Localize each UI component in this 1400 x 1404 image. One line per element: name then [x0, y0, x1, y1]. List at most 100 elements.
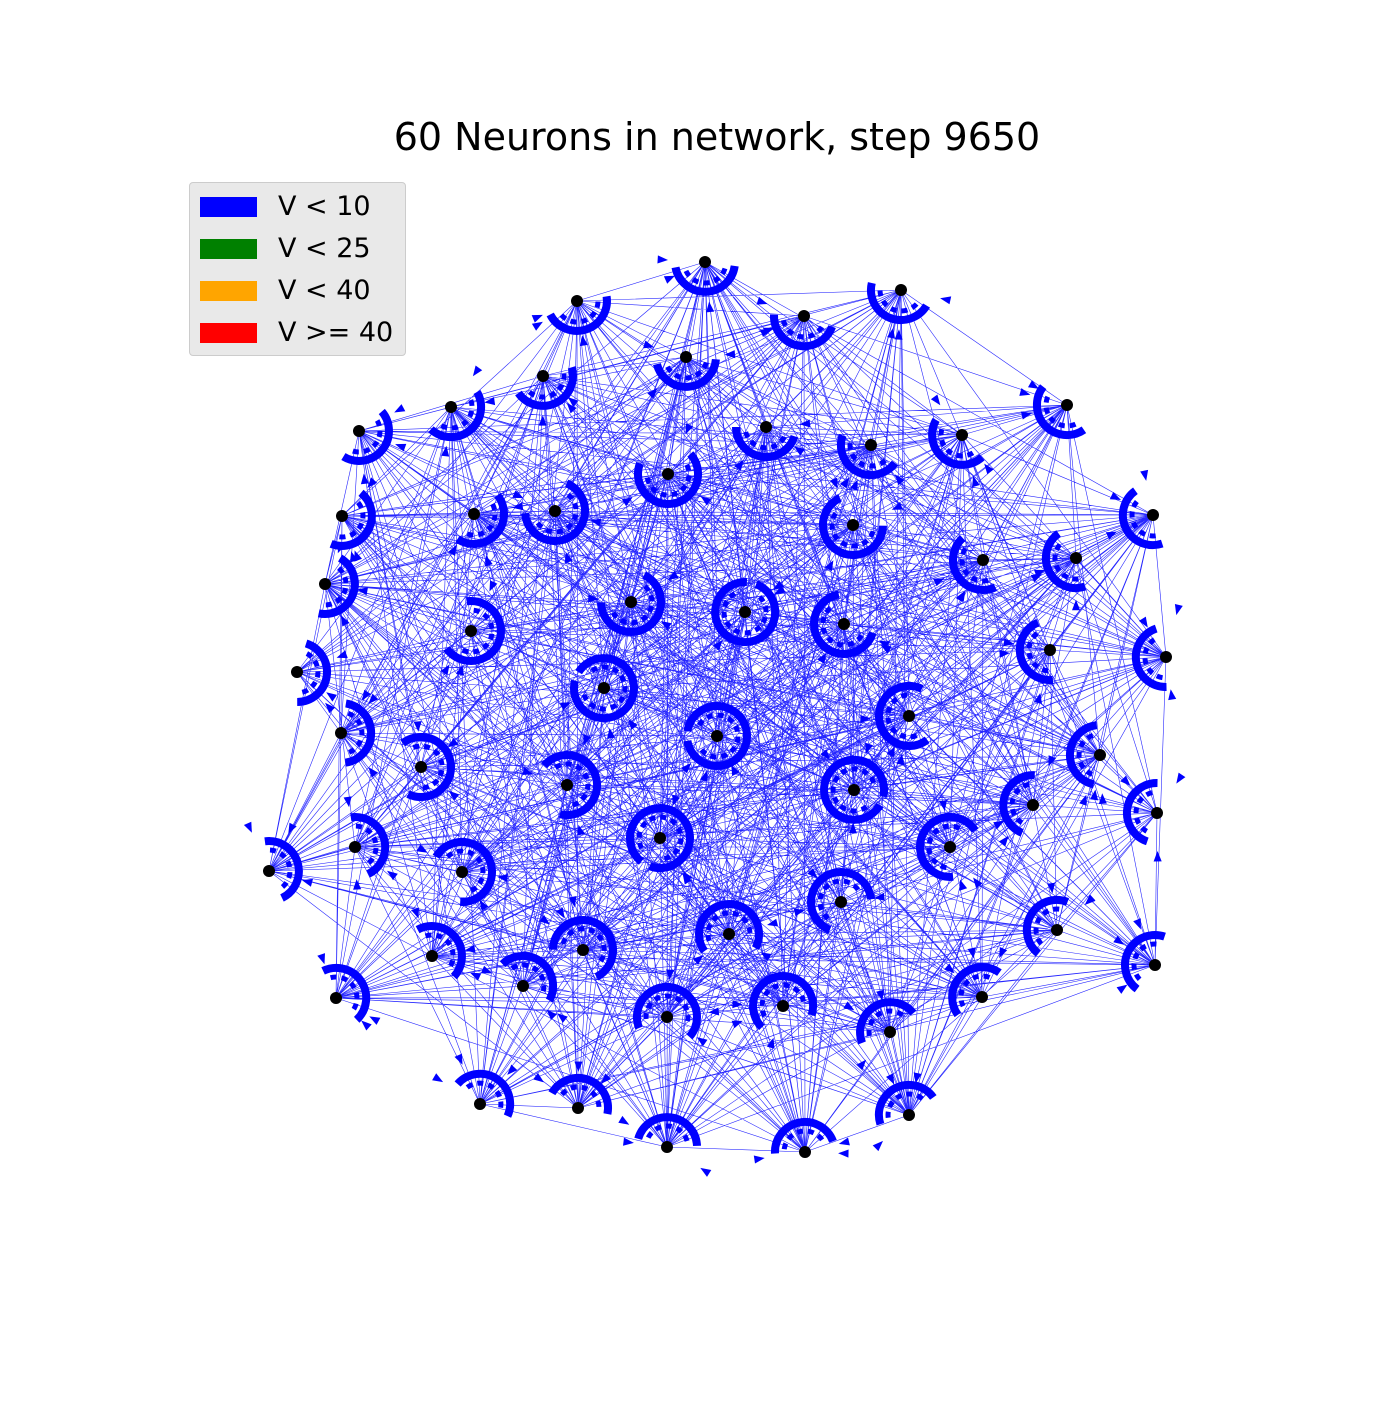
- arrowhead-arc: [916, 813, 979, 881]
- arrowhead-triangle: [456, 664, 464, 676]
- arrowhead-triangle: [865, 742, 874, 754]
- arrowhead-arc: [705, 910, 753, 942]
- arrowhead-arc: [948, 963, 1002, 1018]
- arrowhead-triangle: [839, 477, 849, 489]
- legend-swatch-orange: [200, 281, 257, 301]
- neuron-arrowheads: [411, 907, 482, 981]
- neuron-node: [956, 429, 968, 441]
- arrowhead-triangle: [489, 580, 498, 592]
- arrowhead-triangle: [395, 443, 407, 452]
- neuron-node: [847, 519, 859, 531]
- arrowhead-triangle: [1168, 689, 1177, 701]
- arrowhead-triangle: [288, 822, 297, 834]
- arrowhead-triangle: [326, 692, 337, 702]
- arrowhead-arc: [711, 578, 780, 646]
- arrowhead-arc: [810, 590, 877, 658]
- arrowhead-triangle: [354, 550, 362, 562]
- arrowhead-triangle: [647, 388, 658, 399]
- neuron-node: [654, 832, 666, 844]
- arrowhead-triangle: [891, 502, 903, 510]
- arrowhead-arc: [350, 812, 390, 878]
- neuron-node: [895, 284, 907, 296]
- arrowhead-triangle: [325, 702, 336, 714]
- arrowhead-triangle: [574, 1061, 583, 1072]
- arrowhead-triangle: [794, 446, 805, 456]
- neuron-node: [723, 928, 735, 940]
- neuron-node: [739, 606, 751, 618]
- arrowhead-triangle: [731, 764, 740, 776]
- neuron-node: [1147, 509, 1159, 521]
- arrowhead-triangle: [657, 255, 668, 264]
- arrowhead-arc: [820, 755, 888, 824]
- arrowhead-arc: [1052, 541, 1079, 582]
- arrowhead-arc: [780, 318, 825, 340]
- arrowhead-triangle: [628, 719, 638, 730]
- arrowhead-arc: [1009, 781, 1031, 825]
- neuron-arrowheads: [1030, 530, 1087, 611]
- arrowhead-arc: [874, 1080, 937, 1126]
- neuron-node: [336, 510, 348, 522]
- neuron-node: [838, 618, 850, 630]
- arrowhead-triangle: [878, 640, 890, 649]
- arrowhead-arc: [626, 804, 694, 873]
- arrowhead-arc: [1065, 721, 1098, 789]
- neuron-node: [537, 370, 549, 382]
- arrowhead-arc: [999, 771, 1035, 837]
- arrowhead-triangle: [666, 969, 675, 981]
- arrowhead-arc: [749, 972, 818, 1031]
- neuron-node: [1051, 924, 1063, 936]
- arrowhead-arc: [1122, 778, 1158, 846]
- arrowhead-triangle: [1116, 984, 1128, 994]
- arrowhead-triangle: [894, 474, 905, 486]
- arrowhead-triangle: [984, 463, 994, 475]
- neuron-node: [625, 596, 637, 608]
- neuron-arrowheads: [481, 951, 568, 1023]
- arrowhead-arc: [269, 847, 293, 890]
- arrowhead-triangle: [793, 908, 805, 917]
- arrowhead-triangle: [484, 397, 496, 406]
- arrowhead-triangle: [913, 1072, 922, 1084]
- neuron-node: [1094, 749, 1106, 761]
- neuron-node: [662, 468, 674, 480]
- arrowhead-arc: [769, 314, 836, 351]
- neuron-node: [1027, 799, 1039, 811]
- arrowhead-triangle: [886, 746, 895, 758]
- arrowhead-triangle: [894, 329, 903, 340]
- neuron-arrowheads: [243, 821, 313, 902]
- neuron-node: [1044, 644, 1056, 656]
- neuron-arrowheads: [1113, 918, 1166, 994]
- arrowhead-triangle: [413, 721, 422, 732]
- neuron-node: [1149, 959, 1161, 971]
- arrowhead-triangle: [956, 590, 966, 602]
- neuron-arrowheads: [416, 837, 508, 911]
- arrowhead-arc: [1076, 732, 1095, 777]
- arrowhead-arc: [938, 427, 975, 459]
- arrowhead-arc: [1121, 931, 1166, 993]
- neuron-arrowheads: [692, 900, 779, 965]
- arrowhead-triangle: [838, 1137, 850, 1146]
- arrowhead-arc: [1032, 384, 1087, 440]
- arrowhead-triangle: [886, 1073, 895, 1085]
- neuron-arrowheads: [928, 394, 994, 488]
- neuron-node: [699, 256, 711, 268]
- neuron-arrowheads: [588, 571, 679, 636]
- arrowhead-triangle: [618, 1115, 630, 1125]
- arrowhead-triangle: [1030, 574, 1043, 583]
- arrowhead-layer: [243, 255, 1186, 1177]
- arrowhead-arc: [1043, 394, 1077, 429]
- arrowhead-arc: [817, 878, 863, 921]
- arrowhead-triangle: [940, 296, 952, 305]
- arrowhead-arc: [1041, 530, 1087, 593]
- arrowhead-triangle: [497, 874, 508, 882]
- arrowhead-triangle: [1113, 935, 1125, 945]
- neuron-arrowheads: [317, 953, 381, 1031]
- arrowhead-triangle: [944, 963, 955, 974]
- neuron-arrowheads: [836, 434, 905, 491]
- arrowhead-triangle: [817, 652, 827, 664]
- arrowhead-triangle: [672, 794, 681, 806]
- neuron-arrowheads: [1105, 469, 1164, 550]
- arrowhead-arc: [580, 664, 628, 712]
- arrowhead-arc: [958, 973, 992, 1008]
- legend-label: V < 10: [278, 191, 371, 222]
- arrowhead-arc: [644, 463, 692, 498]
